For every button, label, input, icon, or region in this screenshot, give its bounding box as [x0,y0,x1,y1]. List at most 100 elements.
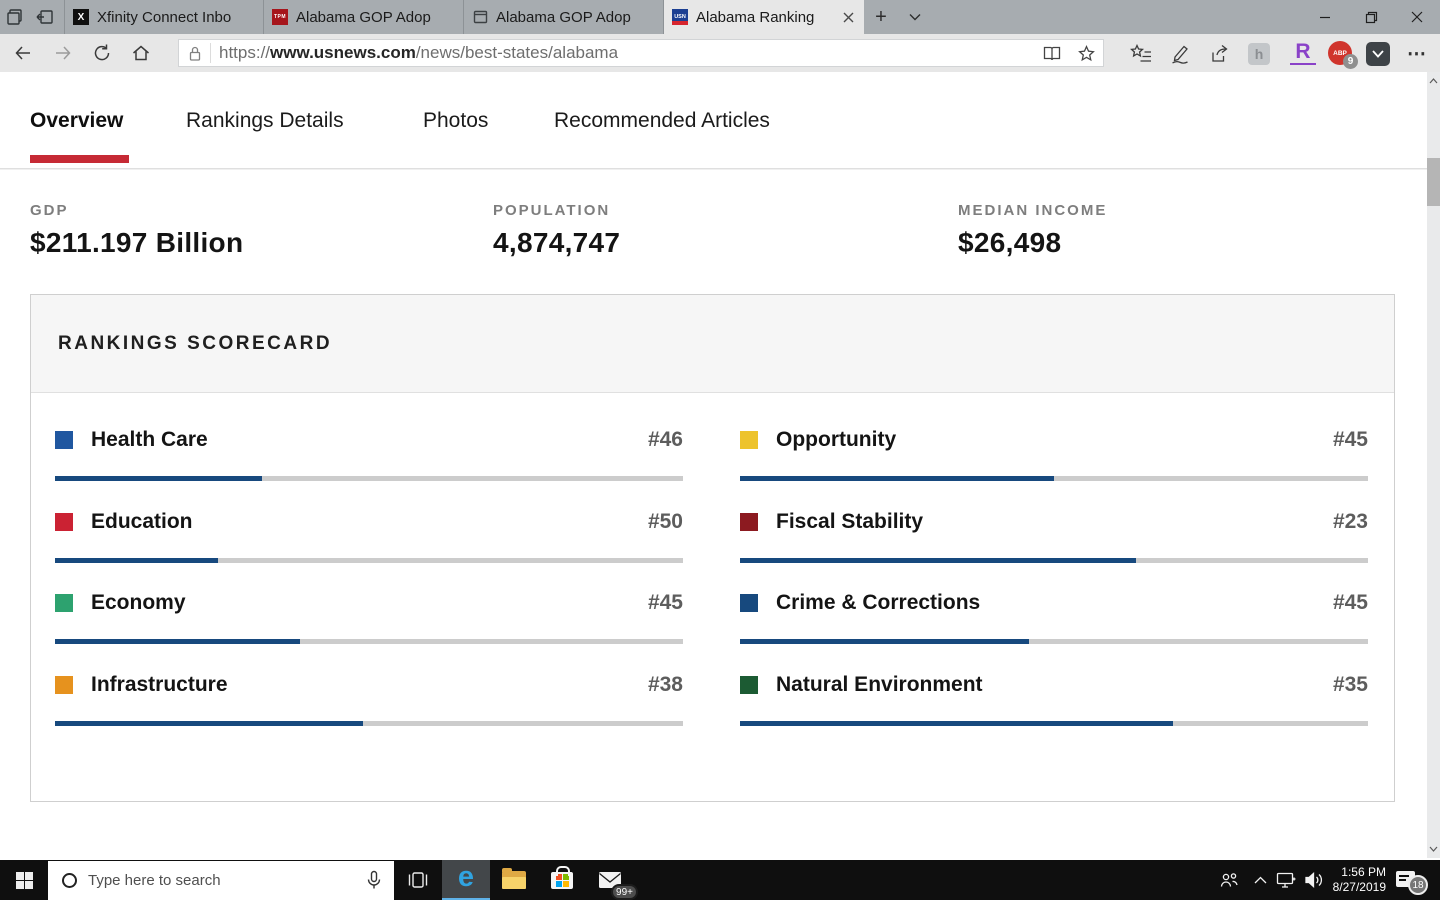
address-bar[interactable]: https://www.usnews.com/news/best-states/… [178,39,1104,67]
search-placeholder: Type here to search [88,872,221,889]
category-color-swatch [740,431,758,449]
score-item-economy[interactable]: Economy #45 [55,588,683,646]
rank-bar-track [740,476,1368,481]
category-label: Opportunity [776,428,897,451]
favorites-hub-icon[interactable] [1128,41,1154,67]
page-scrollbar[interactable] [1427,72,1440,858]
xfinity-favicon: X [73,9,89,25]
tab-overview[interactable]: Overview [30,109,124,132]
scroll-down-icon[interactable] [1427,842,1440,856]
active-tab-underline [30,155,129,163]
taskbar-clock[interactable]: 1:56 PM 8/27/2019 [1322,860,1386,900]
stat-label: GDP [30,202,69,219]
score-item-infrastructure[interactable]: Infrastructure #38 [55,670,683,728]
windows-logo-icon [15,871,33,889]
rank-bar-fill [55,558,219,563]
back-icon[interactable] [12,42,34,64]
microphone-icon[interactable] [366,870,382,892]
people-icon[interactable] [1214,860,1244,900]
rank-bar-fill [55,639,300,644]
taskbar-search-input[interactable]: Type here to search [48,861,394,900]
score-item-natural-environment[interactable]: Natural Environment #35 [740,670,1368,728]
clock-time: 1:56 PM [1341,865,1386,879]
close-tab-icon[interactable] [840,12,856,23]
adblock-plus-icon[interactable]: ABP 9 [1328,41,1358,69]
volume-icon[interactable] [1300,860,1328,900]
stat-label: POPULATION [493,202,611,219]
url-separator [210,43,211,63]
rank-bar-track [740,558,1368,563]
more-options-icon[interactable]: ⋯ [1407,43,1427,65]
annotate-pen-icon[interactable] [1167,41,1193,67]
url-text: https://www.usnews.com/news/best-states/… [219,43,1035,63]
tab-photos[interactable]: Photos [423,109,489,132]
share-icon[interactable] [1206,41,1232,67]
edge-taskbar-icon[interactable]: e [442,860,490,900]
browser-toolbar: https://www.usnews.com/news/best-states/… [0,34,1440,72]
pocket-icon[interactable] [1366,42,1390,66]
minimize-button[interactable] [1302,0,1348,34]
scrollbar-thumb[interactable] [1427,158,1440,206]
cortana-icon [62,873,77,888]
microsoft-store-icon[interactable] [538,860,586,900]
category-rank: #23 [1332,510,1368,533]
category-label: Economy [91,591,186,614]
refresh-icon[interactable] [91,42,113,64]
score-item-education[interactable]: Education #50 [55,507,683,565]
category-rank: #45 [1332,428,1368,451]
folder-icon [502,868,526,889]
score-item-fiscal-stability[interactable]: Fiscal Stability #23 [740,507,1368,565]
category-color-swatch [55,676,73,694]
browser-tab-alabama-rankings[interactable]: USN Alabama Ranking [664,0,864,34]
category-color-swatch [55,431,73,449]
score-item-health-care[interactable]: Health Care #46 [55,425,683,483]
close-button[interactable] [1394,0,1440,34]
set-aside-tabs-icon[interactable] [0,0,30,34]
usnews-favicon: USN [672,9,688,25]
reading-view-icon[interactable] [1035,40,1069,66]
tab-list-chevron-icon[interactable] [898,0,932,34]
url-domain: www.usnews.com [270,43,416,62]
url-path: /news/best-states/alabama [415,43,619,62]
score-item-crime-corrections[interactable]: Crime & Corrections #45 [740,588,1368,646]
stat-population: POPULATION 4,874,747 [493,202,620,259]
file-explorer-icon[interactable] [490,860,538,900]
browser-tab-alabama-gop-1[interactable]: TPM Alabama GOP Adop [264,0,464,34]
rank-bar-track [55,639,683,644]
window-controls [1302,0,1440,34]
lock-icon [179,45,210,62]
score-item-opportunity[interactable]: Opportunity #45 [740,425,1368,483]
extension-letter: R [1295,40,1311,63]
rank-bar-fill [740,639,1029,644]
mail-taskbar-icon[interactable]: 99+ [586,860,638,900]
restore-button[interactable] [1348,0,1394,34]
category-rank: #45 [1332,591,1368,614]
category-color-swatch [55,594,73,612]
forward-icon[interactable] [52,42,74,64]
tray-chevron-up-icon[interactable] [1248,860,1272,900]
new-tab-button[interactable]: + [875,5,887,28]
browser-tab-alabama-gop-2[interactable]: Alabama GOP Adop [464,0,664,34]
task-view-icon[interactable] [394,860,442,900]
r-extension-icon[interactable]: R [1290,40,1316,65]
category-color-swatch [740,513,758,531]
tab-recommended-articles[interactable]: Recommended Articles [554,109,770,132]
network-icon[interactable] [1272,860,1300,900]
tab-preview-icon[interactable] [30,0,60,34]
edge-logo: e [457,861,475,893]
nav-divider [0,168,1427,169]
rank-bar-fill [55,476,263,481]
stat-gdp: GDP $211.197 Billion [30,202,243,259]
action-center-icon[interactable]: 18 [1392,860,1438,900]
category-rank: #45 [647,591,683,614]
home-icon[interactable] [130,42,152,64]
scroll-up-icon[interactable] [1427,74,1440,88]
category-rank: #46 [647,428,683,451]
disabled-extension-icon[interactable]: h [1248,43,1270,65]
add-favorite-star-icon[interactable] [1069,40,1103,66]
rank-bar-track [55,476,683,481]
start-button[interactable] [0,860,48,900]
tab-rankings-details[interactable]: Rankings Details [186,109,344,132]
browser-tab-xfinity[interactable]: X Xfinity Connect Inbo [64,0,264,34]
